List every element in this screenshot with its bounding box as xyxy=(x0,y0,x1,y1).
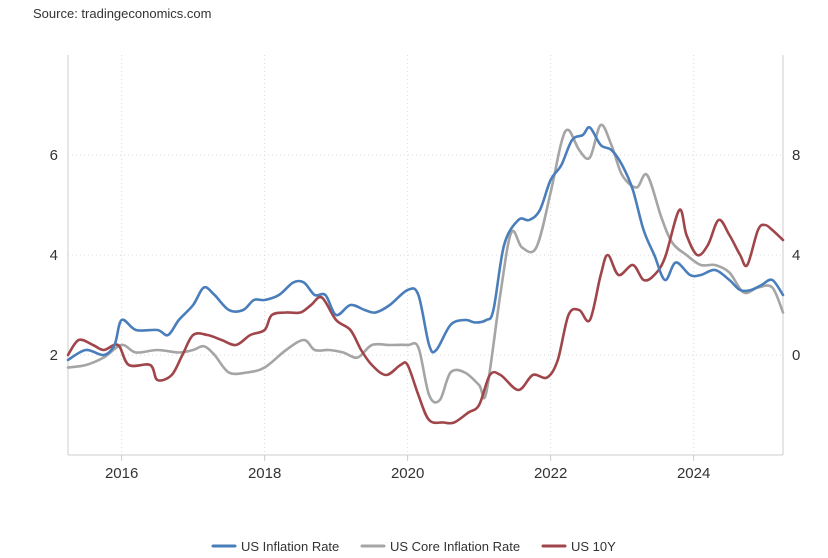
y-left-tick-label: 2 xyxy=(50,347,58,364)
x-tick-label: 2024 xyxy=(677,465,710,482)
x-tick-label: 2016 xyxy=(105,465,138,482)
grid-lines xyxy=(68,55,783,455)
legend: US Inflation Rate US Core Inflation Rate U… xyxy=(211,539,616,554)
series-line-us-core-inflation-rate xyxy=(66,123,785,404)
legend-label-us-10y: US 10Y xyxy=(571,539,616,554)
x-tick-label: 2022 xyxy=(534,465,567,482)
series-line-us-inflation-rate xyxy=(66,125,785,362)
x-tick-label: 2020 xyxy=(391,465,424,482)
y-right-tick-label: 0 xyxy=(792,347,800,364)
x-tick-label: 2018 xyxy=(248,465,281,482)
y-left-tick-label: 6 xyxy=(50,147,58,164)
legend-label-us-core-inflation-rate: US Core Inflation Rate xyxy=(390,539,520,554)
y-left-tick-label: 4 xyxy=(50,247,58,264)
source-note: Source: tradingeconomics.com xyxy=(33,6,212,21)
series-lines xyxy=(66,123,785,425)
series-line-us-10y xyxy=(66,208,785,425)
y-right-tick-label: 4 xyxy=(792,247,800,264)
y-right-tick-label: 8 xyxy=(792,147,800,164)
legend-label-us-inflation-rate: US Inflation Rate xyxy=(241,539,339,554)
axes: 2 4 6 0 4 8 2016 2018 2020 2022 2024 xyxy=(50,55,800,482)
